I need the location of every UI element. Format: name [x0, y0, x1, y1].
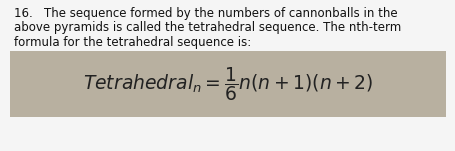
Text: $\mathit{Tetrahedral}_n = \dfrac{1}{6}n(n + 1)(n + 2)$: $\mathit{Tetrahedral}_n = \dfrac{1}{6}n(… [82, 65, 373, 103]
Text: formula for the tetrahedral sequence is:: formula for the tetrahedral sequence is: [14, 36, 251, 49]
Text: above pyramids is called the tetrahedral sequence. The nth-term: above pyramids is called the tetrahedral… [14, 21, 400, 34]
Bar [10, 51, 445, 117]
Text: 16.   The sequence formed by the numbers of cannonballs in the: 16. The sequence formed by the numbers o… [14, 7, 397, 20]
